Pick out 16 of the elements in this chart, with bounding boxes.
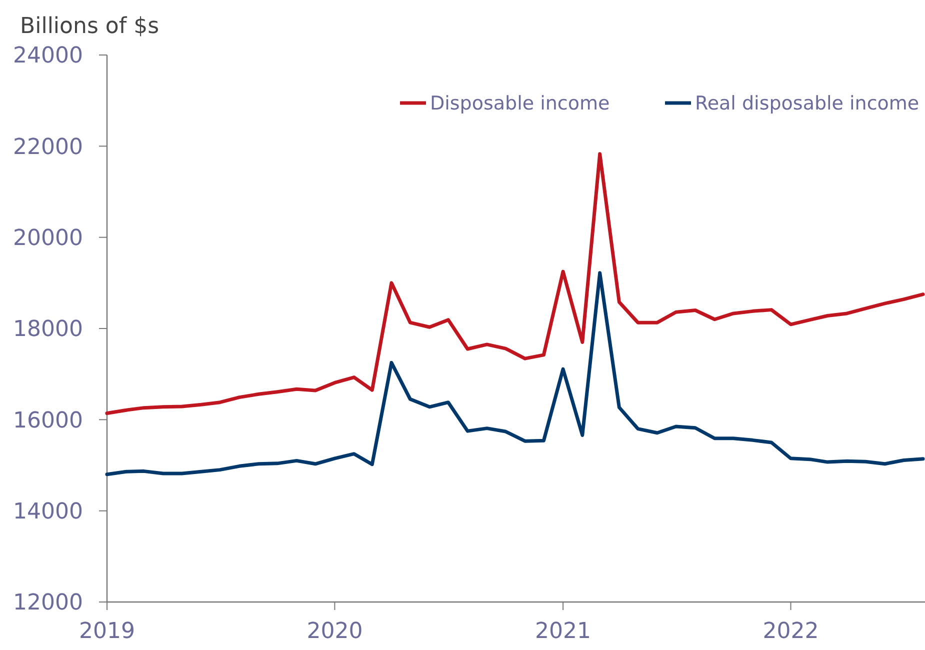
x-tick-label: 2019 bbox=[79, 619, 135, 644]
x-tick-label: 2022 bbox=[762, 619, 819, 644]
line-series bbox=[105, 271, 925, 476]
x-tick-label: 2021 bbox=[535, 619, 592, 644]
legend-label: Real disposable income bbox=[695, 92, 920, 115]
y-tick-label: 18000 bbox=[13, 317, 83, 342]
x-tick-label: 2020 bbox=[306, 619, 363, 644]
legend-label: Disposable income bbox=[430, 92, 610, 115]
y-axis-title: Billions of $s bbox=[20, 14, 160, 39]
y-tick-label: 16000 bbox=[13, 408, 83, 434]
y-tick-label: 20000 bbox=[13, 226, 83, 252]
y-tick-label: 24000 bbox=[13, 44, 83, 69]
y-tick-label: 14000 bbox=[13, 500, 83, 525]
y-tick-label: 22000 bbox=[13, 134, 83, 160]
line-series bbox=[105, 152, 925, 416]
y-tick-label: 12000 bbox=[13, 590, 83, 616]
